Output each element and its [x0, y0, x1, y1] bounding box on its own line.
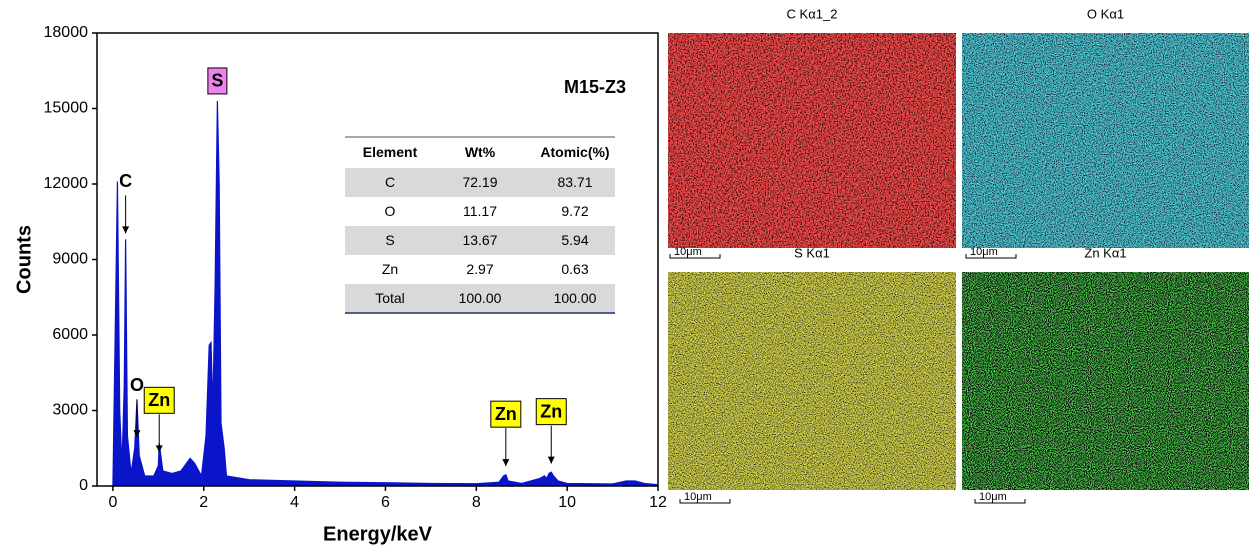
annotation-label: Zn — [495, 404, 517, 424]
x-tick-label: 10 — [558, 494, 576, 511]
element-map — [668, 272, 956, 490]
table-row-shade — [345, 168, 615, 197]
annotation-box — [207, 67, 228, 95]
x-tick-label: 4 — [290, 494, 299, 511]
table-cell: O — [385, 203, 396, 219]
table-cell: 100.00 — [459, 290, 502, 306]
y-tick-label: 15000 — [44, 100, 89, 117]
table-cell: C — [385, 174, 395, 190]
y-tick-label: 0 — [79, 477, 88, 494]
element-maps: C Kα1_2 10μm O Kα1 10μm S Kα1 10μm Zn Kα1 10μm — [668, 6, 1249, 504]
x-tick-label: 2 — [199, 494, 208, 511]
table-row-shade — [345, 226, 615, 255]
arrow-head — [122, 226, 130, 234]
table-cell: 2.97 — [466, 261, 493, 277]
scale-bar — [679, 499, 731, 504]
scale-label: 10μm — [684, 491, 712, 503]
table-cell: 72.19 — [462, 174, 497, 190]
arrow-head — [155, 445, 163, 453]
x-tick-label: 8 — [472, 494, 481, 511]
arrow-head — [502, 459, 510, 467]
y-axis-label: Counts — [13, 225, 35, 294]
table-cell: 11.17 — [463, 203, 497, 219]
table-cell: 13.67 — [462, 232, 497, 248]
table-cell: Total — [375, 290, 405, 306]
composition-table: Element Wt% Atomic(%) C 72.19 83.71 O 11.17 9.72… — [345, 136, 615, 314]
scale-bar — [669, 254, 721, 259]
table-cell: 9.72 — [561, 203, 588, 219]
arrow-head — [133, 430, 141, 438]
annotation-label: O — [130, 375, 144, 395]
table-header: Wt% — [465, 144, 496, 160]
table-cell: 0.63 — [561, 261, 588, 277]
element-map — [962, 272, 1249, 490]
arrow-head — [547, 456, 555, 464]
x-tick-label: 0 — [108, 494, 117, 511]
table-cell: Zn — [382, 261, 398, 277]
y-tick-label: 6000 — [52, 326, 88, 343]
map-title: S Kα1 — [794, 245, 830, 260]
table-cell: S — [385, 232, 394, 248]
annotation-box — [143, 386, 175, 414]
map-title: C Kα1_2 — [787, 6, 838, 21]
spectrum-chart: 0 3000 6000 9000 12000 15000 18000 0 2 4 6 8 10 12 Ene… — [13, 24, 667, 545]
scale-label: 10μm — [674, 246, 702, 258]
scale-bar — [965, 254, 1017, 259]
y-tick-label: 3000 — [52, 402, 88, 419]
element-map — [668, 33, 956, 248]
table-header: Atomic(%) — [540, 144, 609, 160]
annotation-box — [535, 398, 567, 426]
sample-label: M15-Z3 — [564, 77, 626, 97]
table-cell: 83.71 — [557, 174, 592, 190]
scale-label: 10μm — [979, 491, 1007, 503]
annotation-box — [490, 400, 522, 428]
spectrum-line — [112, 100, 659, 487]
table-header: Element — [363, 144, 418, 160]
table-cell: 5.94 — [561, 232, 588, 248]
y-tick-label: 9000 — [52, 251, 88, 268]
map-title: Zn Kα1 — [1084, 245, 1126, 260]
scale-bar — [974, 499, 1026, 504]
x-axis-label: Energy/keV — [323, 523, 433, 545]
scale-label: 10μm — [970, 246, 998, 258]
table-row-shade — [345, 284, 615, 313]
y-tick-label: 12000 — [44, 175, 89, 192]
annotation-label: C — [119, 171, 132, 191]
map-title: O Kα1 — [1087, 6, 1124, 21]
element-map — [962, 33, 1249, 248]
y-tick-label: 18000 — [44, 24, 89, 41]
x-tick-label: 12 — [649, 494, 667, 511]
annotation-label: S — [211, 71, 223, 91]
table-cell: 100.00 — [554, 290, 597, 306]
plot-frame — [96, 32, 659, 487]
x-tick-label: 6 — [381, 494, 390, 511]
annotation-label: Zn — [540, 401, 562, 421]
annotation-label: Zn — [148, 390, 170, 410]
